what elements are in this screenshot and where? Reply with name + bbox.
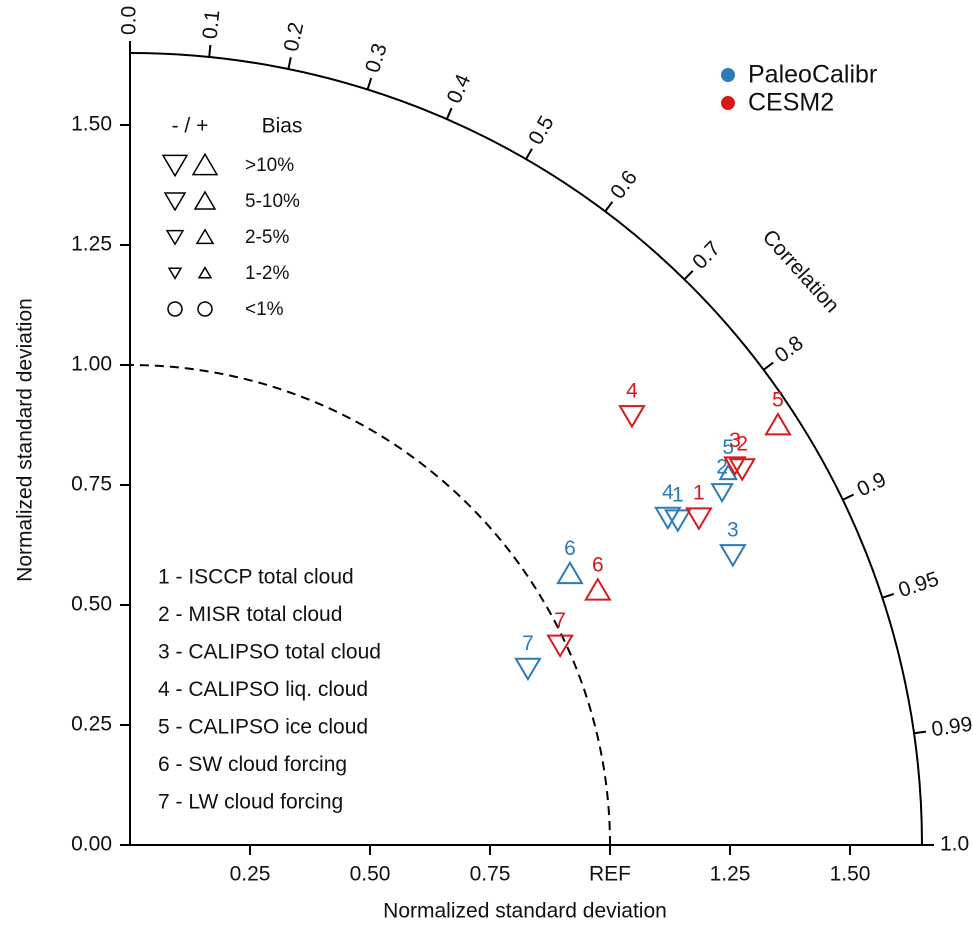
data-point — [664, 509, 692, 533]
data-point — [710, 483, 734, 504]
correlation-tick — [525, 148, 533, 160]
correlation-tick-label: 0.1 — [199, 9, 225, 40]
bias-legend-label: 5-10% — [245, 191, 300, 212]
y-tick-label: 1.50 — [71, 113, 112, 136]
point-label: 6 — [592, 554, 604, 577]
bias-legend-label: >10% — [245, 155, 294, 176]
data-point — [654, 506, 682, 531]
correlation-tick — [683, 270, 694, 281]
y-tick-label: 0.00 — [71, 833, 112, 856]
bias-legend-marker — [191, 152, 219, 176]
bias-legend-marker — [163, 192, 187, 212]
correlation-tick-label: 0.0 — [118, 6, 141, 35]
bias-legend-marker — [167, 267, 183, 280]
point-label: 5 — [772, 388, 784, 411]
bias-legend-marker — [193, 190, 217, 210]
point-label: 7 — [554, 609, 566, 632]
correlation-tick — [445, 107, 453, 120]
correlation-tick-label: 0.3 — [361, 41, 392, 76]
y-tick-label: 1.00 — [71, 353, 112, 376]
data-point — [685, 507, 713, 531]
point-label: 4 — [662, 481, 674, 504]
correlation-tick-label: 0.95 — [896, 567, 942, 602]
bias-legend-label: 1-2% — [245, 263, 289, 284]
data-point — [618, 405, 646, 429]
legend-swatch — [721, 68, 735, 82]
correlation-label: Correlation — [758, 225, 844, 317]
bias-sign-header: - / + — [172, 115, 209, 138]
x-tick-label: 1.50 — [830, 863, 871, 886]
point-label: 7 — [522, 632, 534, 655]
point-label: 5 — [722, 436, 734, 459]
correlation-tick-label: 0.4 — [443, 71, 476, 107]
bias-legend-label: 2-5% — [245, 227, 289, 248]
data-point — [514, 657, 542, 682]
x-axis-label: Normalized standard deviation — [383, 900, 667, 923]
bias-legend-marker — [197, 266, 213, 279]
x-tick-label: REF — [589, 863, 631, 886]
correlation-tick — [366, 77, 373, 90]
y-tick-label: 0.25 — [71, 713, 112, 736]
data-point — [728, 458, 756, 482]
data-point — [723, 456, 747, 477]
legend-label: CESM2 — [748, 89, 834, 117]
item-label: 1 - ISCCP total cloud — [158, 566, 354, 589]
x-tick-label: 0.50 — [350, 863, 391, 886]
bias-legend-label: <1% — [245, 299, 284, 320]
y-tick-label: 0.75 — [71, 473, 112, 496]
point-label: 1 — [693, 482, 705, 505]
y-axis-label: Normalized standard deviation — [14, 298, 37, 582]
y-tick-label: 1.25 — [71, 233, 112, 256]
point-label: 2 — [716, 456, 728, 479]
item-label: 7 - LW cloud forcing — [158, 791, 343, 814]
data-point — [718, 463, 738, 481]
y-tick-label: 0.50 — [71, 593, 112, 616]
item-label: 5 - CALIPSO ice cloud — [158, 716, 368, 739]
point-label: 3 — [727, 518, 739, 541]
correlation-tick-label: 0.99 — [930, 713, 973, 742]
correlation-tick — [913, 730, 927, 735]
point-label: 1 — [672, 484, 684, 507]
bias-header: Bias — [262, 115, 303, 138]
bias-legend-marker — [197, 301, 213, 317]
bias-legend-marker — [165, 229, 185, 246]
reference-arc — [129, 364, 611, 846]
correlation-tick — [882, 593, 895, 599]
correlation-tick-label: 1.0 — [940, 833, 969, 856]
data-point — [719, 544, 747, 568]
bias-legend-marker — [195, 228, 215, 245]
bias-legend-marker — [167, 301, 183, 317]
correlation-tick-label: 0.9 — [854, 468, 890, 501]
correlation-tick-label: 0.2 — [280, 20, 308, 53]
item-label: 2 - MISR total cloud — [158, 603, 342, 626]
correlation-tick — [842, 493, 855, 501]
correlation-tick-label: 0.5 — [524, 112, 559, 149]
data-point — [584, 577, 612, 601]
point-label: 3 — [729, 429, 741, 452]
correlation-tick — [208, 44, 212, 58]
point-label: 2 — [736, 432, 748, 455]
data-point — [546, 634, 574, 659]
outer-arc — [129, 52, 923, 846]
bias-legend-marker — [161, 154, 189, 178]
item-label: 4 - CALIPSO liq. cloud — [158, 678, 368, 701]
item-label: 3 - CALIPSO total cloud — [158, 641, 381, 664]
data-point — [556, 560, 584, 585]
correlation-tick — [287, 57, 292, 70]
x-tick-label: 0.25 — [230, 863, 271, 886]
legend-label: PaleoCalibr — [748, 61, 877, 89]
x-tick-label: 0.75 — [470, 863, 511, 886]
point-label: 4 — [626, 379, 638, 402]
correlation-tick-label: 0.6 — [606, 166, 642, 203]
data-point — [764, 411, 792, 436]
correlation-tick — [604, 201, 614, 212]
point-label: 6 — [564, 537, 576, 560]
correlation-tick-label: 0.8 — [771, 332, 808, 368]
correlation-tick — [762, 361, 774, 371]
item-label: 6 - SW cloud forcing — [158, 753, 347, 776]
x-tick-label: 1.25 — [710, 863, 751, 886]
correlation-tick-label: 0.7 — [688, 237, 725, 274]
legend-swatch — [721, 96, 735, 110]
